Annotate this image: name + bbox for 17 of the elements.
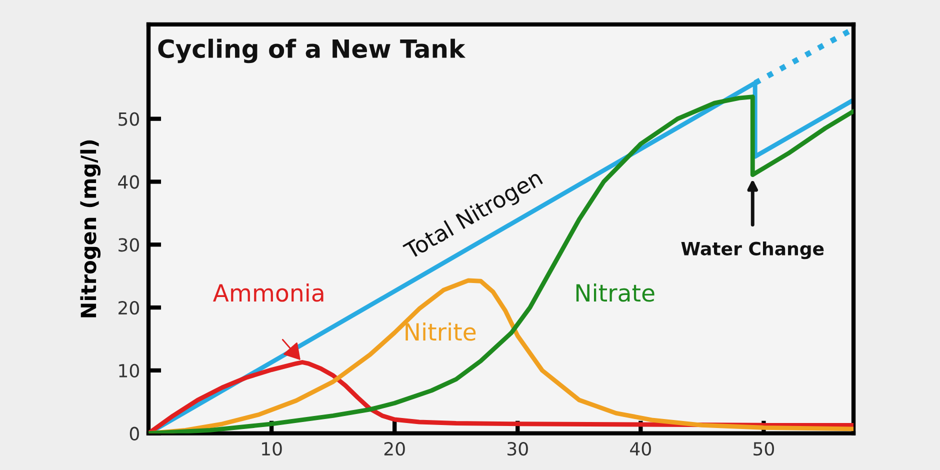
x-tick-label: 50 (754, 442, 774, 456)
y-tick-label: 30 (118, 238, 139, 252)
annotation: Water Change (681, 241, 824, 260)
y-tick-label: 50 (118, 112, 139, 126)
x-tick-label: 30 (508, 442, 528, 456)
x-tick-label: 10 (262, 442, 282, 456)
x-tick-label: 40 (630, 442, 651, 456)
y-tick-label: 20 (118, 300, 139, 315)
x-tick-label: 20 (384, 442, 405, 456)
y-tick-label: 0 (130, 426, 139, 440)
y-tick-label: 40 (118, 175, 139, 189)
y-axis-title: Nitrogen (mg/l) (80, 140, 101, 318)
y-tick-label: 10 (119, 364, 139, 378)
series-label: Nitrite (406, 322, 476, 341)
text: Cycling of a New Tank (158, 38, 466, 64)
series-label: Nitrate (576, 284, 654, 302)
text: Ammonia (212, 284, 324, 302)
